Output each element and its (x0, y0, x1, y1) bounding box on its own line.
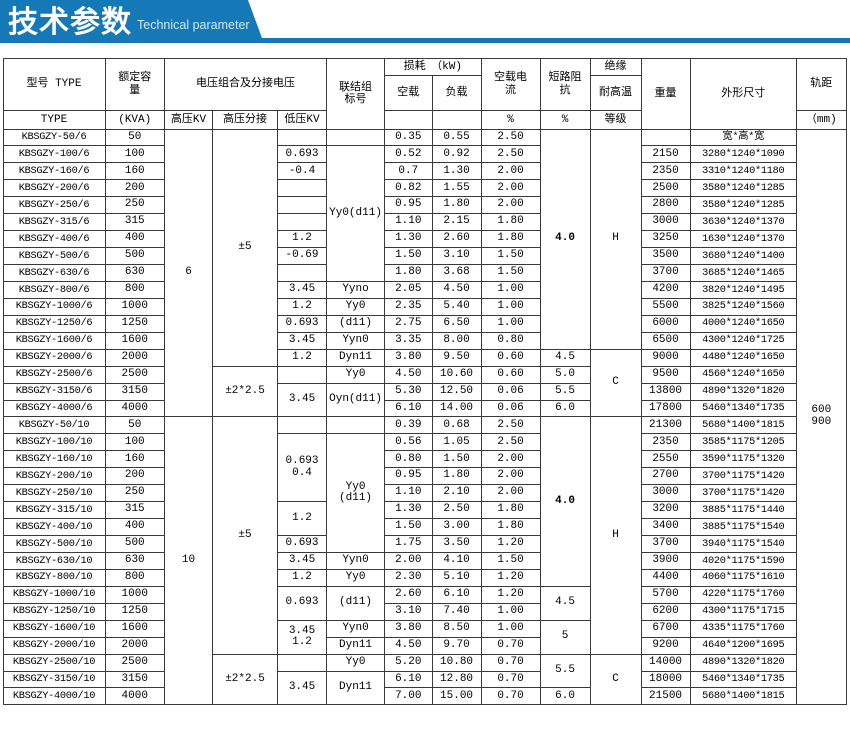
svg-text:Technical parameter: Technical parameter (137, 18, 250, 32)
svg-text:技术参数: 技术参数 (8, 6, 132, 39)
